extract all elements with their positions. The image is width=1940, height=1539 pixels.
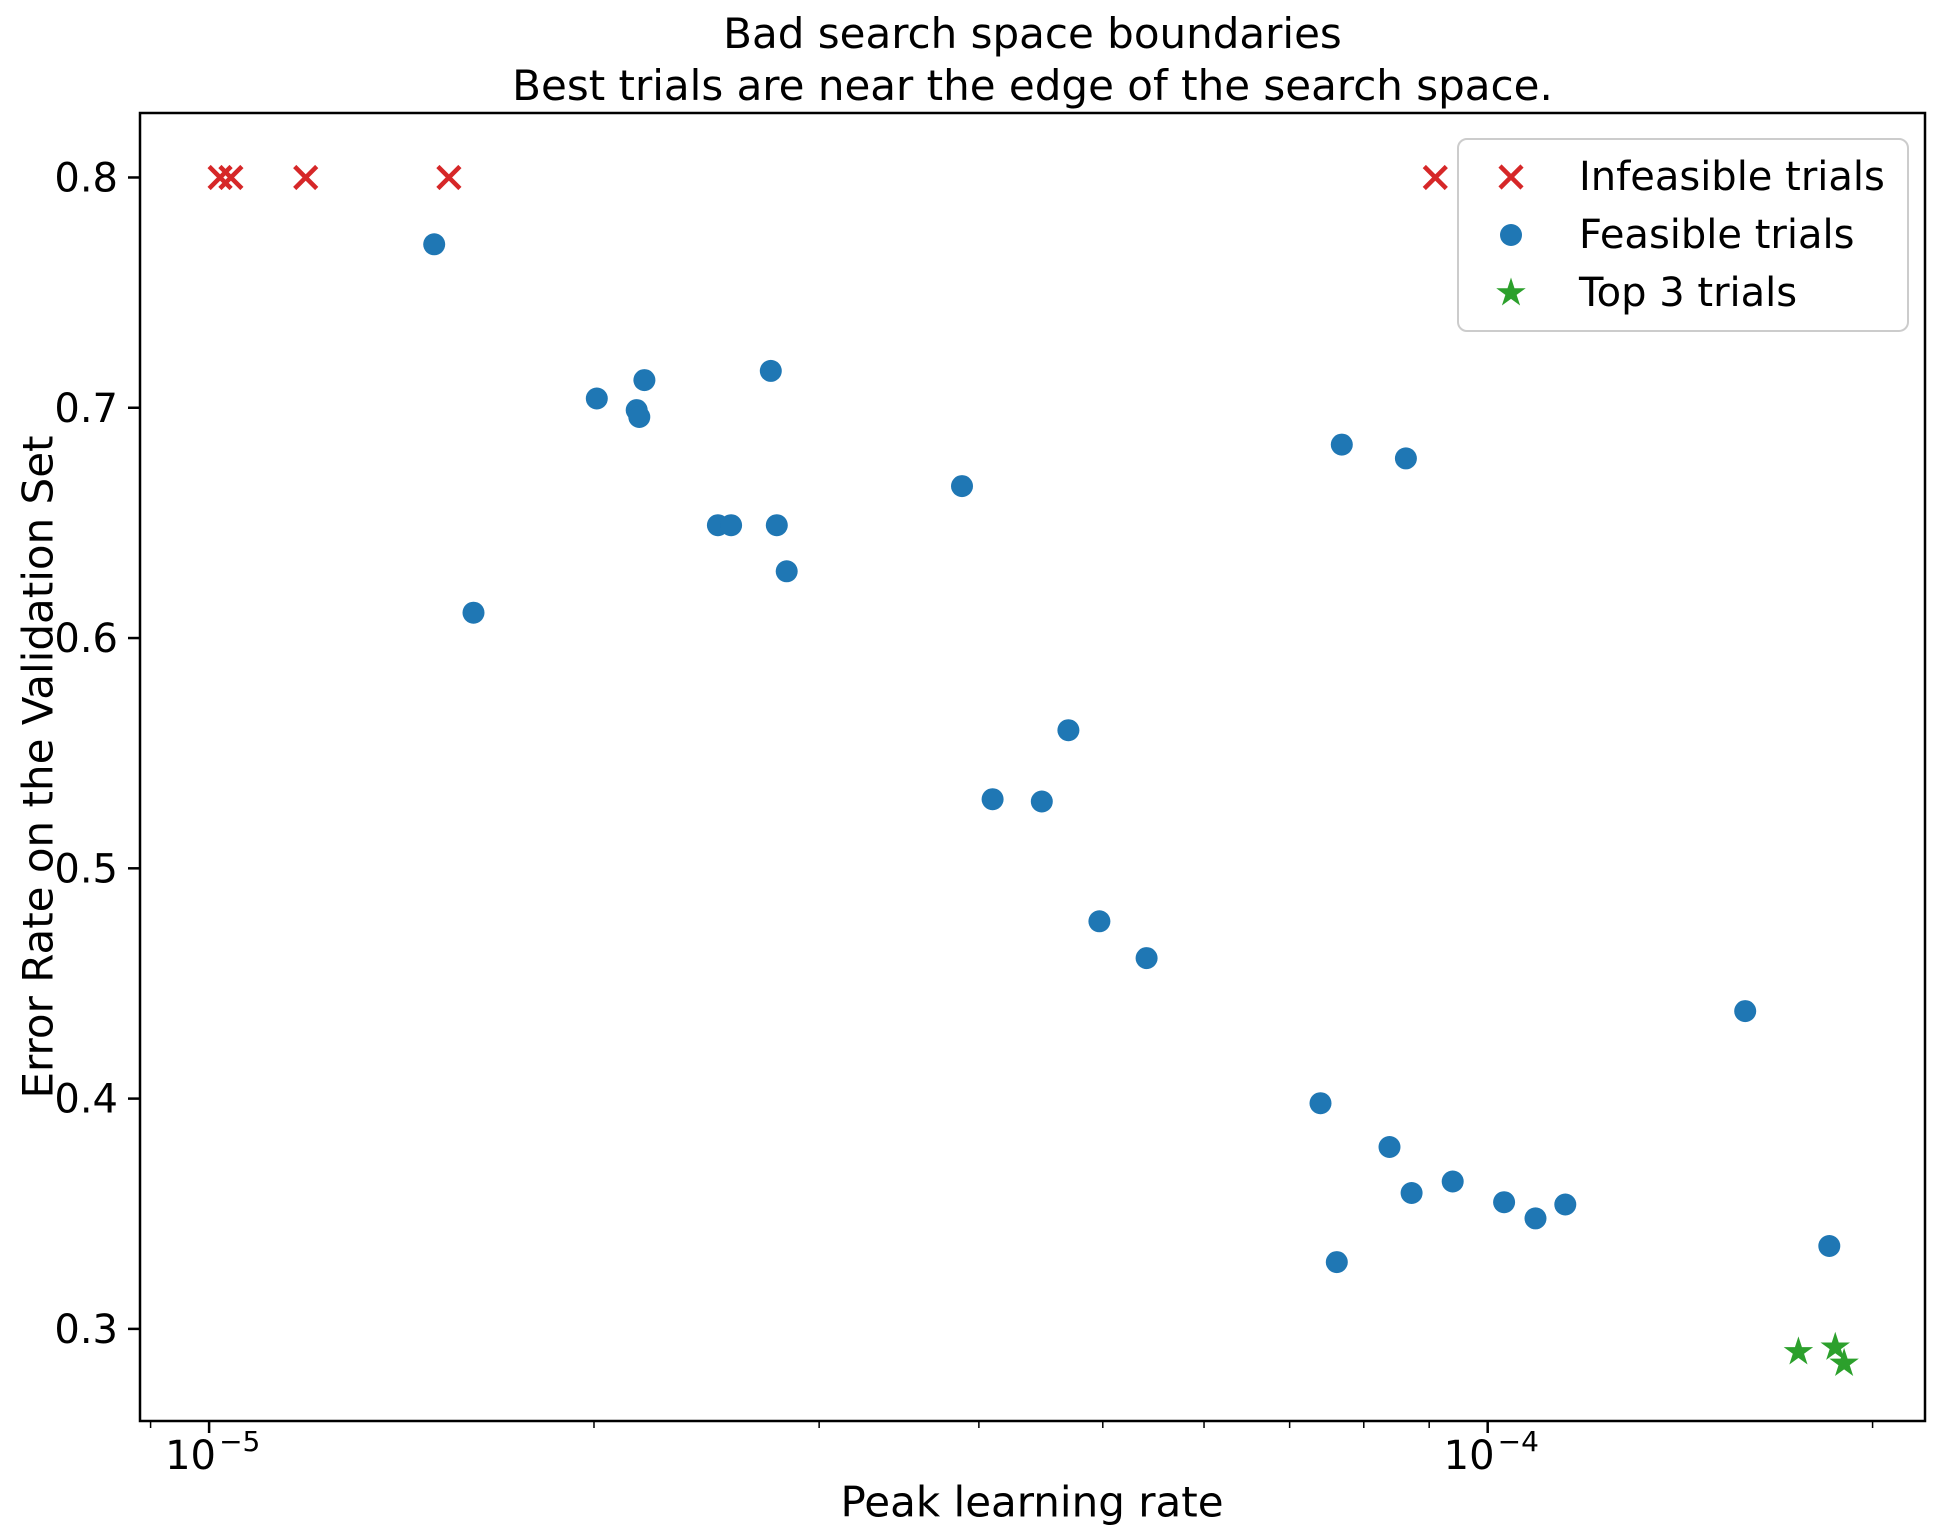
y-tick-label: 0.4 xyxy=(54,1077,118,1123)
feasible-trial-marker xyxy=(1524,1207,1547,1230)
feasible-trial-marker xyxy=(951,475,973,498)
circle-marker-icon xyxy=(1459,212,1563,258)
feasible-trial-marker xyxy=(1400,1182,1423,1204)
x-marker-icon xyxy=(1459,154,1563,200)
feasible-trial-marker xyxy=(1818,1235,1841,1257)
feasible-trial-marker xyxy=(423,233,446,256)
star-glyph xyxy=(1496,277,1526,306)
infeasible-trial-marker xyxy=(207,164,233,191)
legend-label-feasible: Feasible trials xyxy=(1579,212,1855,258)
title-line-1: Bad search space boundaries xyxy=(723,9,1342,58)
feasible-trial-marker xyxy=(633,369,656,392)
infeasible-trial-marker xyxy=(1422,164,1448,191)
feasible-trial-marker xyxy=(1734,1000,1757,1023)
feasible-trial-marker xyxy=(775,560,798,583)
legend-label-infeasible: Infeasible trials xyxy=(1579,154,1885,200)
infeasible-trial-marker xyxy=(436,164,462,191)
feasible-trial-marker xyxy=(1030,790,1053,813)
legend-item-top3: Top 3 trials xyxy=(1459,264,1907,322)
chart-title: Bad search space boundaries Best trials … xyxy=(140,8,1925,112)
feasible-trial-marker xyxy=(1394,447,1417,470)
star-marker-icon xyxy=(1459,270,1563,316)
feasible-trial-marker xyxy=(1325,1251,1348,1274)
feasible-trial-marker xyxy=(462,601,485,624)
feasible-trial-marker xyxy=(1135,947,1158,970)
feasible-trial-marker xyxy=(1088,910,1111,933)
x-tick-exponent: −5 xyxy=(219,1425,260,1458)
x-glyph xyxy=(1498,164,1524,190)
star-marker xyxy=(1496,277,1526,306)
feasible-trial-marker xyxy=(765,514,788,537)
feasible-trial-marker xyxy=(1057,719,1080,742)
feasible-trial-marker xyxy=(1554,1193,1577,1216)
feasible-trial-marker xyxy=(1493,1191,1516,1214)
series-star xyxy=(1783,1331,1859,1376)
x-tick-exponent: −4 xyxy=(1498,1425,1539,1458)
feasible-trial-marker xyxy=(720,514,743,537)
y-tick-label: 0.5 xyxy=(54,846,118,892)
series-circle xyxy=(423,233,1841,1274)
legend-item-feasible: Feasible trials xyxy=(1459,206,1907,264)
plot-border xyxy=(138,111,1927,1423)
x-axis-label: Peak learning rate xyxy=(840,1477,1224,1527)
y-tick-label: 0.6 xyxy=(54,616,118,662)
x-tick-label: 10 xyxy=(1444,1433,1495,1479)
top3-trial-marker xyxy=(1820,1331,1850,1360)
circle-marker xyxy=(1500,224,1522,246)
title-line-2: Best trials are near the edge of the sea… xyxy=(512,61,1553,110)
feasible-trial-marker xyxy=(759,359,782,382)
circle-glyph xyxy=(1500,224,1522,246)
infeasible-trial-marker xyxy=(218,164,244,191)
top3-trial-marker xyxy=(1829,1347,1859,1376)
y-axis-label: Error Rate on the Validation Set xyxy=(13,435,63,1099)
feasible-trial-marker xyxy=(1441,1170,1464,1193)
y-tick-label: 0.8 xyxy=(54,155,118,201)
x-marker xyxy=(1498,164,1524,190)
feasible-trial-marker xyxy=(981,788,1004,811)
feasible-trial-marker xyxy=(585,387,608,410)
feasible-trial-marker xyxy=(1378,1136,1401,1158)
legend-item-infeasible: Infeasible trials xyxy=(1459,148,1907,206)
feasible-trial-marker xyxy=(1330,433,1353,456)
feasible-trial-marker xyxy=(1309,1092,1332,1115)
legend: Infeasible trials Feasible trials Top 3 … xyxy=(1457,138,1909,332)
top3-trial-marker xyxy=(1783,1336,1814,1365)
infeasible-trial-marker xyxy=(293,164,319,191)
x-tick-label: 10 xyxy=(165,1433,216,1479)
legend-label-top3: Top 3 trials xyxy=(1579,270,1798,316)
y-tick-label: 0.7 xyxy=(54,386,118,432)
series-x xyxy=(207,164,1448,191)
y-tick-label: 0.3 xyxy=(54,1307,118,1353)
feasible-trial-marker xyxy=(628,406,651,428)
